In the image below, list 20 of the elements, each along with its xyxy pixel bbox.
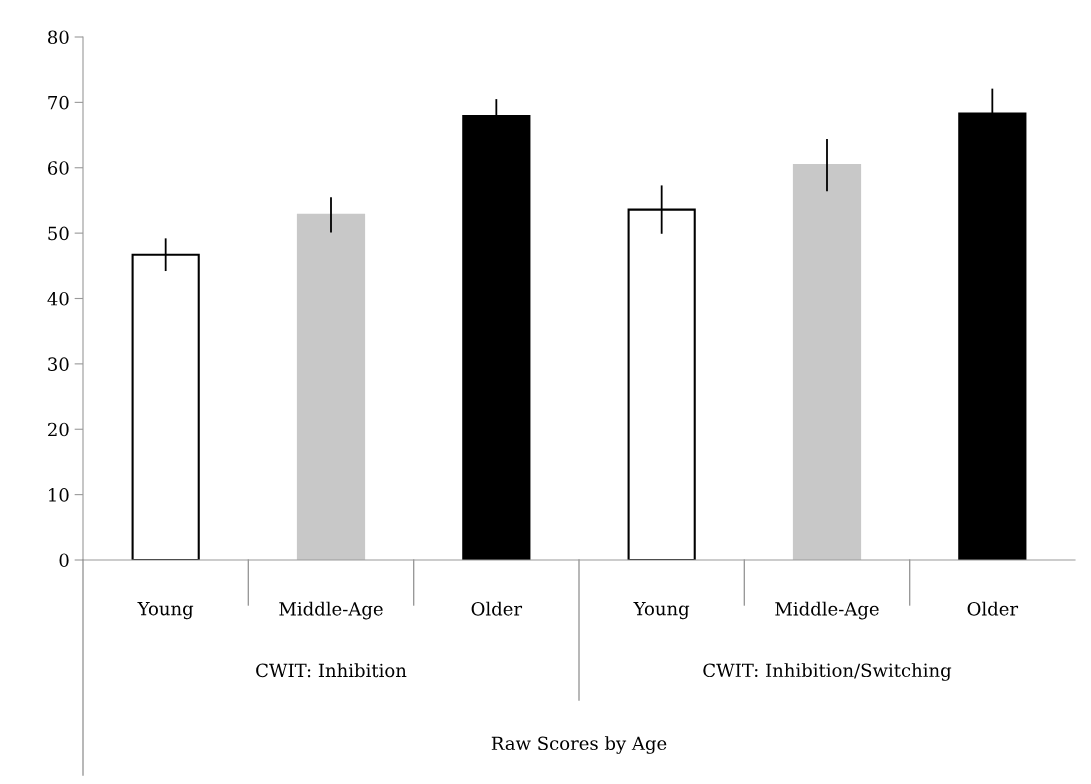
text: CWIT: Inhibition/Switching: [703, 663, 952, 681]
text: Raw Scores by Age: [491, 736, 667, 754]
x-tick-label: Older: [967, 601, 1019, 616]
x-tick-label: Middle-Age: [279, 601, 383, 620]
bar: [296, 213, 366, 560]
x-tick-label: Young: [137, 601, 194, 620]
x-tick-label: Older: [471, 601, 523, 616]
y-tick-label: 0: [59, 553, 69, 568]
bar: [792, 164, 862, 560]
y-tick-label: 40: [47, 291, 69, 306]
x-tick-label: Middle-Age: [775, 601, 879, 620]
y-tick-label: 50: [48, 226, 69, 241]
text: CWIT: Inhibition: [256, 663, 407, 678]
y-tick-label: 70: [48, 95, 69, 110]
y-tick-label: 80: [48, 30, 69, 45]
y-tick-label: 30: [48, 357, 69, 371]
y-tick-label: 20: [48, 422, 69, 437]
y-tick-label: 10: [49, 488, 69, 502]
y-tick-label: 60: [48, 161, 69, 175]
x-tick-label: Young: [633, 601, 690, 620]
